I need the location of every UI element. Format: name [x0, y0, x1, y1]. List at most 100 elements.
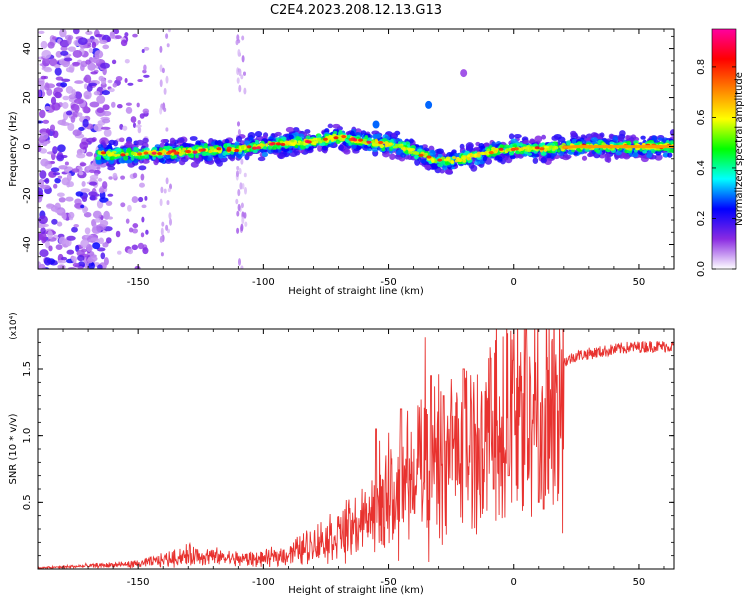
heatmap-cell: [108, 88, 115, 93]
heatmap-cell: [519, 147, 525, 152]
heatmap-cell: [290, 139, 295, 143]
heatmap-cell: [556, 149, 561, 153]
heatmap-cell: [65, 67, 74, 73]
heatmap-cell: [243, 87, 247, 95]
heatmap-cell: [166, 200, 170, 206]
heatmap-cell: [131, 244, 139, 251]
heatmap-cell: [330, 137, 335, 142]
heatmap-cell: [651, 135, 658, 141]
heatmap-cell: [143, 74, 150, 78]
heatmap-cell: [341, 135, 347, 139]
heatmap-cell: [618, 136, 625, 142]
heatmap-cell: [119, 137, 125, 143]
heatmap-cell: [141, 158, 150, 164]
heatmap-cell: [133, 147, 140, 153]
heatmap-cell: [508, 150, 514, 156]
heatmap-cell: [125, 106, 133, 114]
heatmap-cell: [243, 71, 246, 76]
heatmap-cell: [534, 146, 540, 150]
heatmap-cell: [59, 39, 70, 48]
heatmap-cell: [291, 142, 296, 147]
colorbar-tick-label: 0.8: [696, 59, 707, 75]
heatmap-cell: [175, 156, 180, 162]
heatmap-cell: [160, 227, 164, 236]
heatmap-cell: [362, 138, 368, 142]
heatmap-cell: [182, 147, 187, 151]
heatmap-cell: [466, 154, 471, 158]
heatmap-cell: [50, 160, 55, 164]
heatmap-cell: [398, 144, 403, 148]
heatmap-cell: [54, 209, 65, 214]
heatmap-cell: [124, 58, 130, 64]
heatmap-cell: [39, 170, 47, 179]
heatmap-cell: [71, 168, 80, 173]
heatmap-cell: [100, 126, 111, 130]
heatmap-cell: [161, 67, 165, 74]
heatmap-cell: [240, 74, 244, 80]
heatmap-cell: [123, 155, 129, 161]
heatmap-cell: [268, 142, 274, 146]
heatmap-cell: [275, 142, 281, 146]
heatmap-cell: [73, 98, 84, 104]
heatmap-cell: [333, 130, 338, 135]
heatmap-cell: [103, 128, 112, 137]
heatmap-cell: [465, 142, 474, 150]
heatmap-cell: [550, 145, 554, 149]
heatmap-cell: [137, 242, 145, 250]
heatmap-cell: [137, 152, 143, 156]
heatmap-cell: [38, 215, 48, 225]
heatmap-cell: [92, 242, 101, 250]
heatmap-cell: [65, 110, 73, 116]
heatmap-cell: [125, 152, 129, 156]
heatmap-cell: [47, 230, 53, 240]
snr-y-tick-label: 0.5: [22, 494, 33, 510]
heatmap-cell: [39, 132, 49, 140]
heatmap-y-tick-label: 40: [22, 42, 33, 55]
heatmap-cell: [366, 140, 372, 144]
heatmap-cell: [81, 248, 87, 253]
heatmap-cell: [160, 138, 168, 144]
heatmap-cell: [138, 165, 147, 171]
heatmap-cell: [99, 219, 109, 227]
heatmap-cell: [209, 146, 215, 151]
heatmap-cell: [163, 87, 167, 95]
heatmap-feature: [460, 69, 468, 78]
heatmap-cell: [165, 224, 169, 231]
heatmap-cell: [86, 244, 93, 252]
colorbar-tick-label: 0.4: [696, 160, 707, 176]
heatmap-cell: [252, 146, 257, 150]
heatmap-cell: [54, 67, 62, 76]
heatmap-cell: [81, 195, 88, 203]
heatmap-cell: [85, 30, 93, 36]
heatmap-cell: [102, 44, 110, 50]
heatmap-cell: [324, 128, 330, 134]
heatmap-cell: [132, 223, 139, 229]
heatmap-cell: [85, 151, 94, 157]
heatmap-cell: [372, 133, 380, 140]
heatmap-cell: [286, 141, 290, 145]
heatmap-cell: [169, 218, 172, 226]
heatmap-cell: [97, 264, 103, 269]
heatmap-cell: [116, 104, 123, 109]
heatmap-cell: [54, 91, 62, 99]
heatmap-cell: [669, 148, 674, 153]
heatmap-cell: [606, 156, 612, 163]
heatmap-cell: [642, 150, 648, 154]
heatmap-cell: [143, 46, 150, 51]
heatmap-cell: [72, 61, 80, 67]
heatmap-cell: [50, 96, 57, 105]
heatmap-cell: [42, 119, 50, 124]
heatmap-cell: [100, 62, 110, 69]
heatmap-cell: [252, 149, 258, 154]
heatmap-cell: [398, 156, 406, 162]
heatmap-cell: [619, 130, 626, 137]
heatmap-cell: [240, 265, 244, 269]
heatmap-cell: [113, 29, 120, 35]
heatmap-cell: [235, 135, 243, 143]
heatmap-cell: [218, 152, 224, 159]
heatmap-cell: [136, 102, 140, 108]
heatmap-cell: [56, 192, 65, 197]
heatmap-cell: [56, 154, 65, 162]
heatmap-cell: [128, 227, 134, 233]
